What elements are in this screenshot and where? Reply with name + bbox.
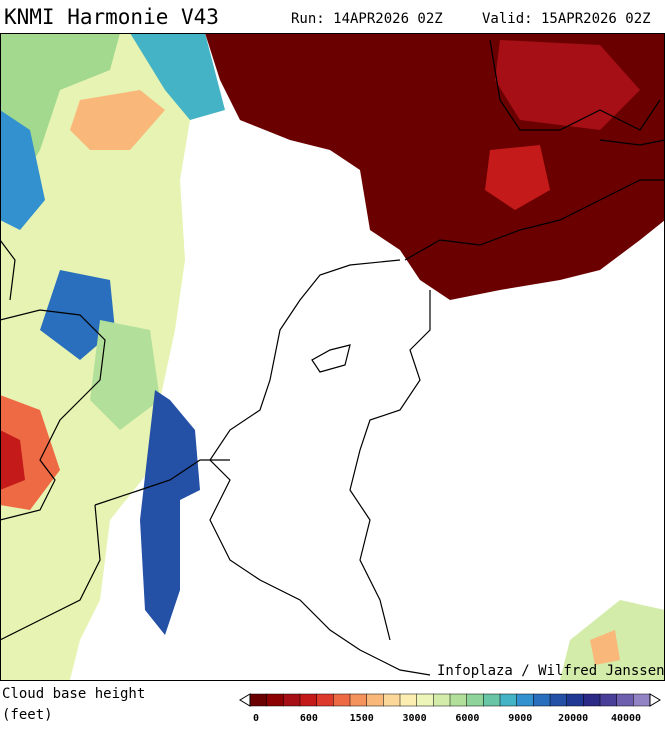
legend-label: 0 (253, 713, 259, 724)
cloud-field (495, 40, 640, 130)
color-swatch (483, 693, 501, 707)
colorbar: 0 600 1500 3000 6000 9000 20000 40000 (239, 693, 661, 724)
cloud-field (590, 630, 620, 665)
color-swatch (283, 693, 301, 707)
title: KNMI Harmonie V43 (4, 5, 219, 29)
run-time: Run: 14APR2026 02Z (291, 11, 443, 27)
cloud-field (90, 320, 160, 430)
legend-label: 6000 (455, 713, 479, 724)
map: Infoplaza / Wilfred Janssen (0, 33, 665, 681)
color-swatch (299, 693, 318, 707)
legend-label: 40000 (611, 713, 641, 724)
cloud-field (130, 33, 225, 120)
valid-time: Valid: 15APR2026 02Z (482, 11, 651, 27)
legend-unit: (feet) (2, 707, 53, 723)
legend-label: 9000 (508, 713, 532, 724)
colorbar-arrow (239, 693, 251, 707)
legend-label: 3000 (403, 713, 427, 724)
cloud-field (485, 145, 550, 210)
color-swatch (633, 693, 651, 707)
color-swatch (549, 693, 568, 707)
cloud-field (0, 430, 25, 490)
cloud-field (140, 390, 200, 635)
color-swatch (266, 693, 284, 707)
coastline (0, 39, 665, 676)
color-swatch (333, 693, 351, 707)
credit: Infoplaza / Wilfred Janssen (437, 663, 665, 679)
cloud-field (0, 110, 45, 230)
color-swatch (249, 693, 268, 707)
color-swatch (566, 693, 584, 707)
color-swatch (533, 693, 551, 707)
color-swatch (583, 693, 601, 707)
color-swatch (433, 693, 451, 707)
color-swatch (383, 693, 401, 707)
legend-label: 20000 (558, 713, 588, 724)
legend-title: Cloud base height (2, 686, 145, 702)
color-swatch (466, 693, 484, 707)
colorbar-arrow (649, 693, 661, 707)
cloud-field (70, 90, 165, 150)
color-swatch (416, 693, 434, 707)
color-swatch (499, 693, 518, 707)
legend-label: 600 (300, 713, 318, 724)
color-swatch (349, 693, 368, 707)
color-swatch (449, 693, 468, 707)
color-swatch (316, 693, 334, 707)
legend-label: 1500 (350, 713, 374, 724)
color-swatch (616, 693, 634, 707)
color-swatch (366, 693, 384, 707)
color-swatch (516, 693, 534, 707)
color-swatch (599, 693, 618, 707)
color-swatch (399, 693, 418, 707)
